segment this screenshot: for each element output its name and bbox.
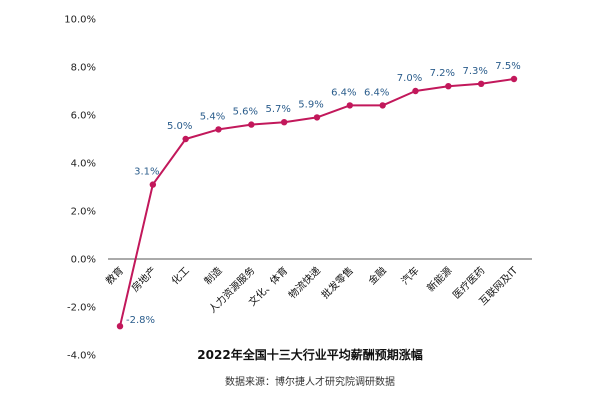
data-point [182, 135, 189, 143]
data-label: 5.7% [265, 104, 290, 115]
x-tick-label: 化工 [168, 264, 191, 287]
data-point [346, 102, 354, 109]
data-label: 7.2% [430, 68, 455, 79]
axes: 10.0% 8.0% 6.0% 4.0% 2.0% 0.0% -2.0% -4.0% [64, 15, 532, 362]
data-label: 5.4% [200, 111, 225, 122]
data-label: 6.4% [331, 87, 356, 98]
x-tick-label: 制造 [201, 264, 224, 287]
y-tick-label: 4.0% [71, 159, 96, 170]
data-points [116, 75, 518, 330]
data-point [313, 114, 321, 121]
data-point [215, 126, 222, 133]
x-tick-label: 教育 [103, 264, 126, 287]
y-tick-label: 8.0% [71, 63, 96, 74]
y-tick-label: -4.0% [67, 351, 96, 362]
y-tick-label: 10.0% [64, 15, 96, 26]
x-tick-label: 新能源 [424, 264, 454, 294]
data-label: 3.1% [134, 167, 159, 178]
data-label: 5.0% [167, 121, 192, 132]
data-label: 5.9% [298, 99, 323, 110]
data-point [412, 87, 419, 95]
data-label: 5.6% [233, 107, 258, 118]
data-label: 7.3% [462, 66, 487, 77]
x-tick-label: 汽车 [398, 264, 421, 287]
data-label: 6.4% [364, 87, 389, 98]
data-point [379, 102, 386, 109]
y-tick-label: 2.0% [71, 207, 96, 218]
y-tick-label: 0.0% [71, 255, 96, 266]
data-labels: 3.1% 5.0% 5.4% 5.6% 5.7% 5.9% 6.4% 6.4% 7.0% 7.2%… [126, 61, 521, 326]
data-label: -2.8% [126, 315, 155, 326]
data-label: 7.0% [397, 73, 422, 84]
x-tick-label: 物流快递 [286, 264, 323, 301]
chart-title: 2022年全国十三大行业平均薪酬预期涨幅 [197, 347, 422, 362]
x-tick-label: 金融 [365, 264, 388, 287]
data-point [477, 80, 485, 88]
data-point [116, 323, 124, 330]
chart-source: 数据来源：博尔捷人才研究院调研数据 [225, 375, 395, 388]
data-point [280, 119, 288, 126]
x-tick-label: 批发零售 [318, 264, 355, 301]
data-point [248, 121, 255, 128]
data-label: 7.5% [495, 61, 520, 72]
data-point [445, 83, 452, 90]
y-tick-label: -2.0% [67, 303, 96, 314]
y-tick-label: 6.0% [71, 111, 96, 122]
data-point [510, 75, 518, 83]
data-point [149, 181, 157, 188]
